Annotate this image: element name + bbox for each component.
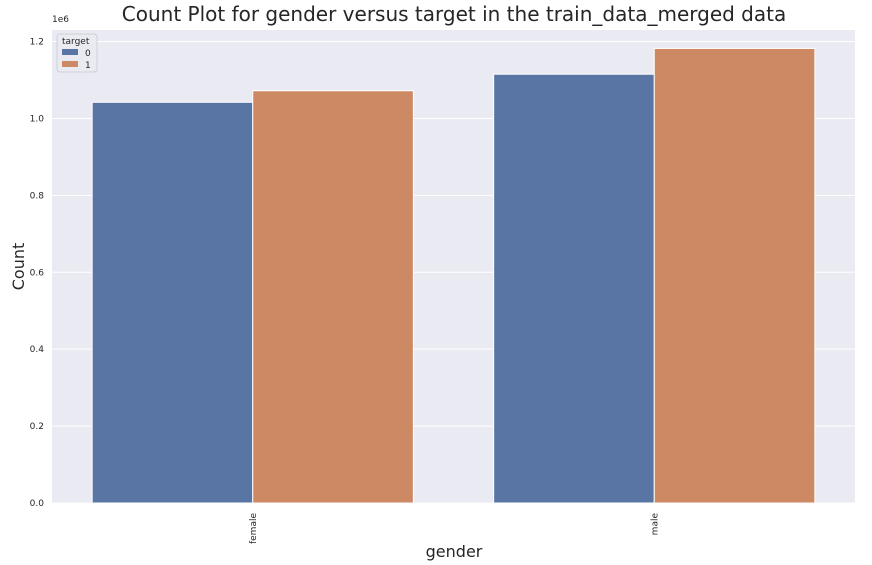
legend-swatch [62, 49, 78, 55]
legend-label: 1 [85, 61, 91, 71]
chart-title: Count Plot for gender versus target in t… [122, 2, 786, 26]
legend-label: 0 [85, 49, 91, 59]
y-tick-label: 0.4 [30, 345, 45, 355]
bar-male-target-1 [653, 47, 816, 504]
y-tick-label: 1.2 [30, 38, 44, 48]
y-axis-ticks: 0.0 0.2 0.4 0.6 0.8 1.0 1.2 [30, 38, 45, 509]
x-tick-label: male [650, 513, 660, 536]
bar-male-target-0 [493, 73, 655, 504]
bar-female-target-1 [252, 90, 414, 504]
y-tick-label: 0.0 [30, 499, 45, 509]
legend-swatch [62, 61, 78, 67]
legend: target 0 1 [56, 33, 98, 73]
y-tick-label: 0.2 [30, 422, 44, 432]
legend-title: target [62, 37, 90, 47]
x-axis-ticks: female male [249, 513, 661, 544]
bars [91, 47, 816, 504]
y-axis-label: Count [9, 243, 28, 291]
bar-female-target-0 [91, 101, 254, 504]
y-tick-label: 0.8 [30, 191, 45, 201]
x-tick-label: female [249, 513, 259, 544]
y-tick-label: 0.6 [30, 268, 45, 278]
y-axis-offset-label: 1e6 [52, 15, 69, 25]
x-axis-label: gender [426, 542, 483, 561]
y-tick-label: 1.0 [30, 114, 45, 124]
